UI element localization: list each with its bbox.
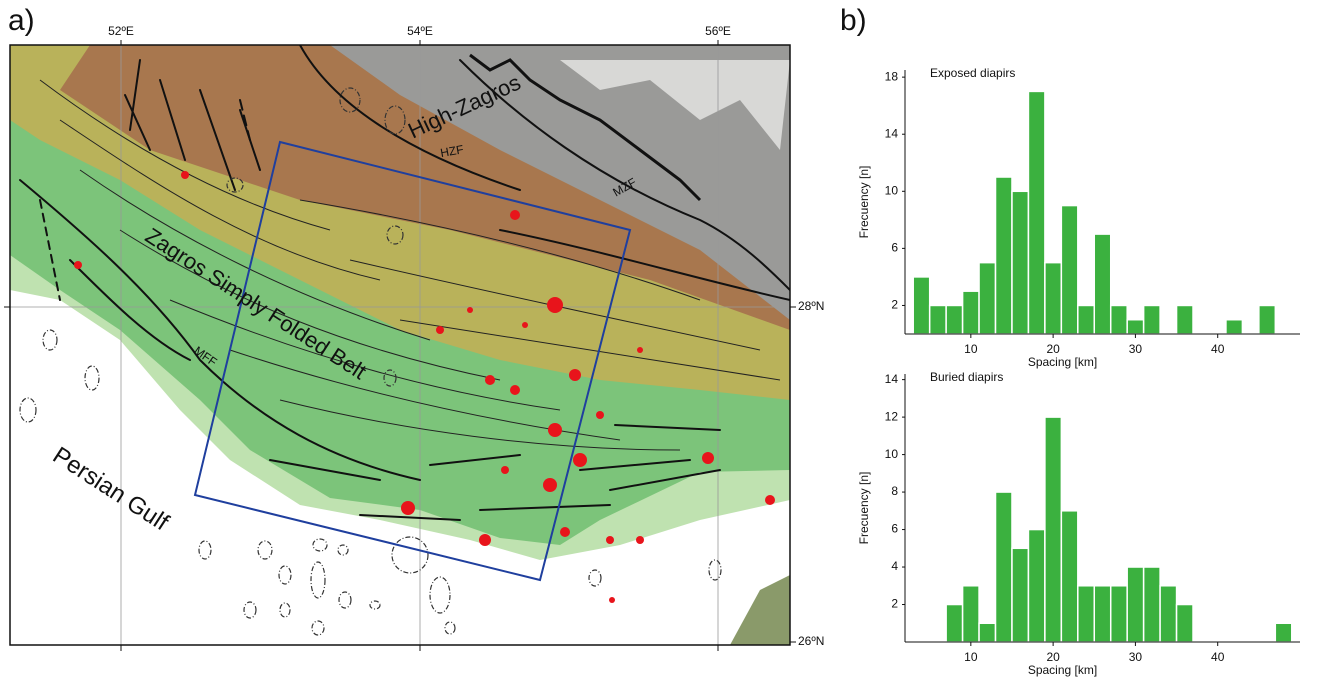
lon-label: 54ºE xyxy=(407,24,433,38)
x-axis-label: Spacing [km] xyxy=(1028,355,1097,369)
buried-diapirs xyxy=(19,87,722,636)
panel-label: b) xyxy=(840,4,867,37)
bar xyxy=(1060,510,1079,643)
bar xyxy=(1258,304,1277,335)
bar xyxy=(1077,304,1096,335)
lon-label: 52ºE xyxy=(108,24,134,38)
bar xyxy=(1109,304,1128,335)
bar xyxy=(1225,318,1244,335)
grid xyxy=(10,45,790,645)
bar xyxy=(1044,261,1063,335)
bar xyxy=(1126,318,1145,335)
bar xyxy=(994,491,1013,643)
map-frame xyxy=(9,44,791,646)
y-tick-label: 18 xyxy=(885,69,899,83)
bar xyxy=(1011,190,1030,335)
x-tick-label: 30 xyxy=(1129,342,1143,356)
high-mountains xyxy=(330,45,790,320)
y-tick-label: 6 xyxy=(891,522,898,536)
panel-label: a) xyxy=(8,4,35,37)
x-tick-label: 20 xyxy=(1046,650,1060,664)
bar xyxy=(1109,585,1128,643)
bar xyxy=(1159,585,1178,643)
y-tick-label: 10 xyxy=(885,183,899,197)
x-tick-label: 10 xyxy=(964,342,978,356)
bar xyxy=(994,176,1013,335)
bar xyxy=(1175,304,1194,335)
bar xyxy=(1077,585,1096,643)
bar xyxy=(928,304,947,335)
lat-label: 28ºN xyxy=(798,299,824,313)
y-tick-label: 14 xyxy=(885,372,899,386)
bar xyxy=(1126,566,1145,643)
bar xyxy=(1093,585,1112,643)
x-tick-label: 40 xyxy=(1211,650,1225,664)
x-tick-label: 30 xyxy=(1129,650,1143,664)
study-area xyxy=(193,140,632,582)
y-tick-label: 14 xyxy=(885,126,899,140)
bar xyxy=(1142,566,1161,643)
y-tick-label: 2 xyxy=(891,597,898,611)
bar xyxy=(1011,547,1030,643)
bar xyxy=(1093,233,1112,335)
bar xyxy=(1027,90,1046,335)
bar xyxy=(978,622,997,643)
bar xyxy=(978,261,997,335)
map-label: HZF xyxy=(439,142,464,160)
bar xyxy=(945,304,964,335)
y-tick-label: 10 xyxy=(885,447,899,461)
chart-title: Buried diapirs xyxy=(930,370,1003,384)
map: High-Zagros HZF MZF Zagros Simply Folded… xyxy=(10,45,790,645)
y-axis-label: Frecuency [n] xyxy=(857,472,871,545)
bar xyxy=(912,276,931,335)
y-tick-label: 12 xyxy=(885,409,899,423)
bar xyxy=(961,585,980,643)
diapirs xyxy=(74,171,775,603)
x-tick-label: 10 xyxy=(964,650,978,664)
map-ticks xyxy=(4,40,796,651)
x-tick-label: 20 xyxy=(1046,342,1060,356)
y-axis-label: Frecuency [n] xyxy=(857,166,871,239)
lat-label: 26ºN xyxy=(798,634,824,648)
lon-label: 56ºE xyxy=(705,24,731,38)
y-tick-label: 4 xyxy=(891,559,898,573)
bar xyxy=(1142,304,1161,335)
bar xyxy=(1060,204,1079,335)
bar xyxy=(961,290,980,335)
y-tick-label: 6 xyxy=(891,241,898,255)
chart-title: Exposed diapirs xyxy=(930,66,1015,80)
bar xyxy=(1044,416,1063,643)
y-tick-label: 8 xyxy=(891,484,898,498)
bar xyxy=(1175,603,1194,643)
bar xyxy=(1274,622,1293,643)
peaks xyxy=(560,60,790,150)
bar xyxy=(945,603,964,643)
y-tick-label: 2 xyxy=(891,298,898,312)
x-axis-label: Spacing [km] xyxy=(1028,663,1097,677)
x-tick-label: 40 xyxy=(1211,342,1225,356)
land-corner xyxy=(730,575,790,645)
bar xyxy=(1027,528,1046,643)
